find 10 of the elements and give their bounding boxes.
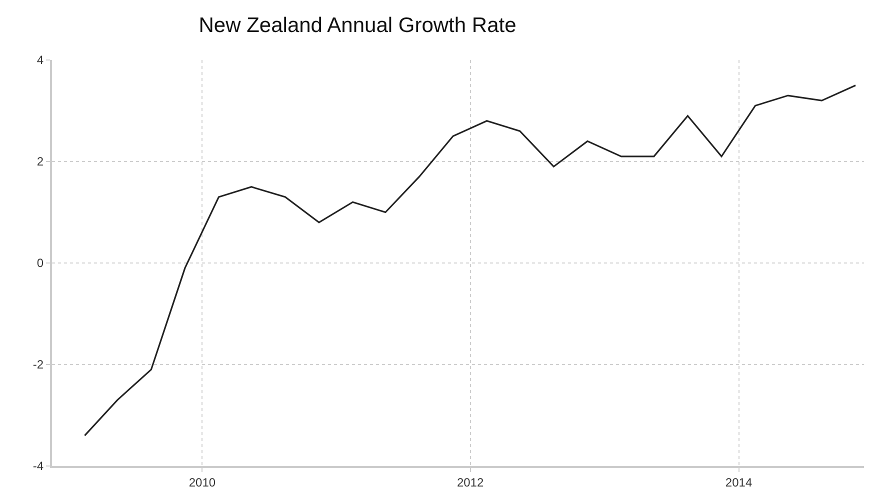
y-tick-label: 2 bbox=[36, 154, 44, 169]
y-tick-label: 4 bbox=[36, 53, 44, 68]
x-tick-label: 2010 bbox=[188, 475, 216, 490]
line-series bbox=[84, 84, 856, 436]
x-tick-label: 2012 bbox=[456, 475, 484, 490]
y-tick-label: 0 bbox=[36, 256, 44, 270]
y-tick-label: -4 bbox=[32, 459, 44, 474]
y-tick-label: -2 bbox=[32, 358, 44, 372]
chart-title: New Zealand Annual Growth Rate bbox=[198, 14, 516, 38]
x-tick-label: 2014 bbox=[725, 475, 752, 490]
